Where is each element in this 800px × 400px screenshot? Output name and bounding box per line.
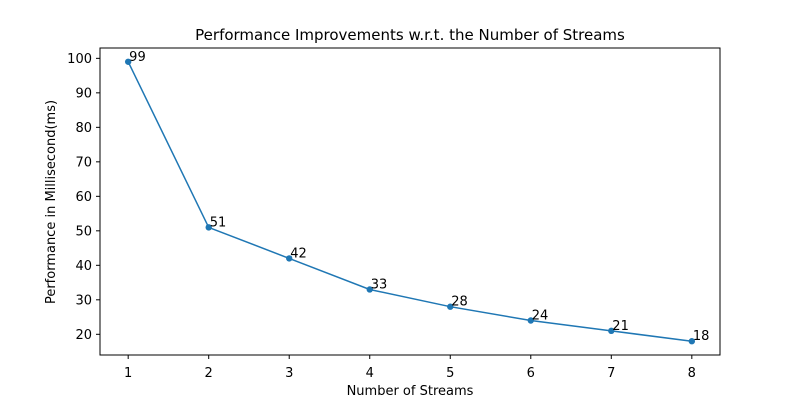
x-tick-label: 1 <box>124 366 132 381</box>
data-label: 51 <box>210 215 227 230</box>
data-label: 28 <box>451 295 468 310</box>
y-tick-label: 100 <box>67 52 92 67</box>
y-tick-label: 40 <box>75 259 92 274</box>
x-tick-label: 8 <box>688 366 696 381</box>
data-point <box>447 303 454 310</box>
y-tick-label: 90 <box>75 86 92 101</box>
x-tick-label: 4 <box>366 366 374 381</box>
data-point <box>286 255 293 262</box>
data-point <box>366 286 373 293</box>
plot-area <box>99 47 721 356</box>
data-point <box>124 58 132 65</box>
data-point <box>527 317 534 324</box>
x-tick-label: 5 <box>446 366 454 381</box>
x-tick-label: 7 <box>607 366 615 381</box>
y-axis-label: Performance in Millisecond(ms) <box>44 100 59 304</box>
series-markers <box>124 58 696 345</box>
data-point <box>608 327 615 335</box>
data-point <box>205 224 212 231</box>
x-axis-label: Number of Streams <box>347 384 474 399</box>
data-label: 42 <box>290 246 307 261</box>
x-tick-label: 2 <box>205 366 213 381</box>
data-label: 18 <box>693 329 710 344</box>
y-tick-label: 80 <box>75 121 92 136</box>
y-tick-label: 50 <box>75 224 92 239</box>
x-tick-label: 3 <box>285 366 293 381</box>
y-axis: 20 30 40 50 60 70 80 90 100 <box>67 52 100 343</box>
y-tick-label: 20 <box>75 328 92 343</box>
series-line <box>127 61 692 342</box>
y-tick-label: 70 <box>75 155 92 170</box>
data-point <box>688 338 696 345</box>
data-label: 24 <box>532 309 549 324</box>
x-axis: 1 2 3 4 5 6 7 8 <box>124 355 696 381</box>
data-label: 21 <box>612 319 629 334</box>
chart-title: Performance Improvements w.r.t. the Numb… <box>195 26 625 44</box>
data-labels: 99 51 42 33 28 24 21 18 <box>129 50 709 344</box>
data-label: 99 <box>129 50 146 65</box>
y-tick-label: 60 <box>75 190 92 205</box>
x-tick-label: 6 <box>527 366 535 381</box>
data-label: 33 <box>371 277 388 292</box>
y-tick-label: 30 <box>75 293 92 308</box>
